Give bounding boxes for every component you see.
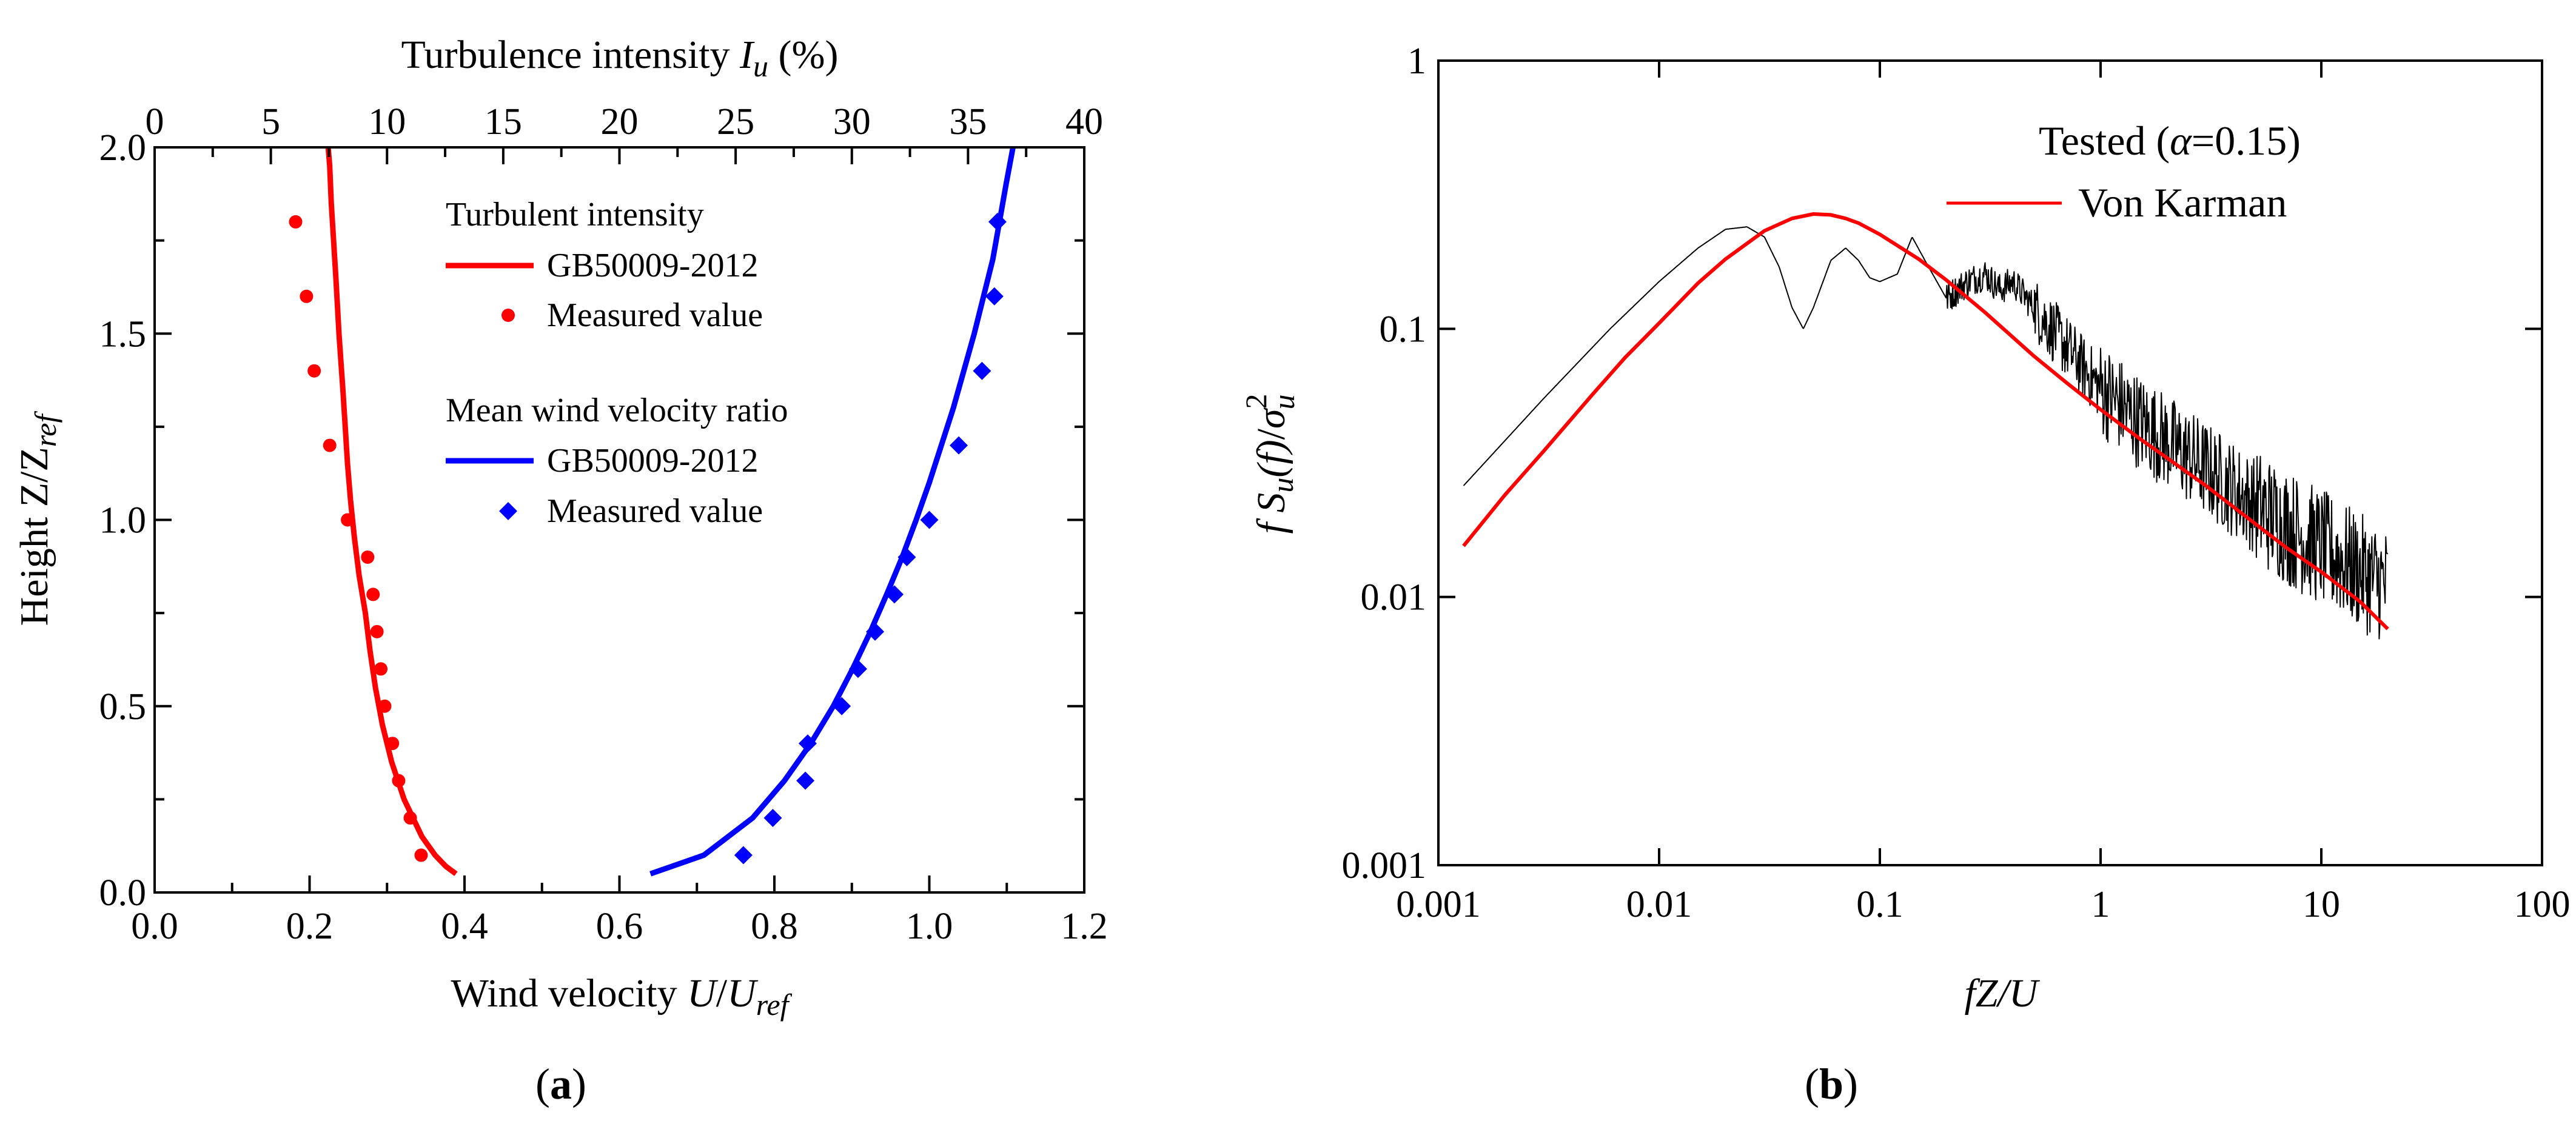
tick-label-bottom-a: 0.6	[596, 906, 643, 947]
tick-label-bottom-a: 0.2	[286, 906, 334, 947]
tick-label-left-a: 1.5	[99, 313, 147, 355]
tick-label-bottom-a: 1.0	[906, 906, 953, 947]
x-axis-title-b: fZ/U	[1964, 971, 2040, 1016]
tick-label-bottom-b: 0.001	[1396, 884, 1481, 925]
bottom-axis-title: Wind velocity U/Uref	[451, 971, 793, 1022]
tick-label-left-a: 2.0	[99, 127, 147, 169]
data-point-circle	[323, 438, 337, 452]
data-point-diamond	[866, 622, 885, 641]
legend-group2-line-label: GB50009-2012	[547, 442, 758, 480]
y-axis-title-a: Height Z/Zref	[12, 410, 62, 626]
data-point-diamond	[897, 547, 916, 566]
data-point-circle	[300, 289, 314, 303]
data-point-circle	[366, 587, 380, 601]
data-point-diamond	[885, 585, 904, 604]
tick-label-bottom-a: 0.4	[441, 906, 488, 947]
legend-red-circle-swatch	[501, 309, 515, 322]
tick-label-left-a: 0.0	[99, 872, 147, 914]
data-point-circle	[403, 811, 417, 825]
tick-label-top-a: 0	[146, 101, 164, 142]
legend-group1-marker-label: Measured value	[547, 296, 763, 334]
panel-label-a: (a)	[535, 1060, 586, 1108]
data-point-diamond	[920, 510, 939, 529]
y-axis-title-b: f Su(f)/σ2u	[1239, 393, 1301, 534]
legend-von-karman-label: Von Karman	[2078, 179, 2287, 226]
data-point-circle	[361, 550, 375, 564]
tick-label-left-b: 0.1	[1380, 309, 1427, 350]
panel-b: 0.001 0.01 0.1 1 10 100 0.001 0.01 0.1 1 fZ/U f S…	[1239, 41, 2571, 1108]
data-point-diamond	[833, 697, 851, 715]
tick-label-top-a: 40	[1065, 101, 1103, 142]
legend-group1-line-label: GB50009-2012	[547, 247, 758, 284]
tick-label-left-b: 1	[1407, 41, 1426, 82]
tick-label-top-a: 25	[717, 101, 754, 142]
data-point-diamond	[950, 436, 968, 455]
data-point-circle	[374, 662, 388, 676]
data-point-circle	[289, 215, 303, 229]
tick-label-bottom-b: 1	[2091, 884, 2110, 925]
tick-label-bottom-b: 0.01	[1626, 884, 1692, 925]
data-point-circle	[386, 737, 400, 751]
legend-group1-title: Turbulent intensity	[446, 196, 704, 233]
legend-group2-marker-label: Measured value	[547, 492, 763, 530]
data-point-circle	[378, 699, 392, 713]
tick-label-bottom-a: 1.2	[1061, 906, 1108, 947]
legend-b: Tested (α=0.15) Von Karman	[1947, 118, 2301, 226]
tick-label-left-b: 0.01	[1361, 577, 1427, 618]
data-point-circle	[392, 774, 406, 788]
series-line	[325, 147, 458, 876]
series-line-von-karman	[1462, 212, 2389, 631]
series-b-1	[1462, 212, 2389, 631]
data-point-diamond	[796, 771, 815, 790]
data-point-diamond	[734, 846, 753, 865]
tick-label-top-a: 35	[949, 101, 987, 142]
tick-label-left-a: 1.0	[99, 500, 147, 541]
series-b-0	[1463, 226, 2389, 640]
tick-label-left-a: 0.5	[99, 686, 147, 728]
data-point-diamond	[973, 361, 991, 380]
data-point-diamond	[985, 287, 1004, 306]
tick-label-top-a: 30	[833, 101, 871, 142]
tick-label-top-a: 20	[601, 101, 639, 142]
panel-label-b: (b)	[1805, 1060, 1858, 1108]
tick-label-top-a: 10	[368, 101, 406, 142]
tick-label-bottom-a: 0.8	[751, 906, 798, 947]
tick-label-top-a: 15	[485, 101, 522, 142]
panel-a: 0.0 0.2 0.4 0.6 0.8 1.0 1.2 0 5 10 15 20 25 30 35 40 0.0…	[12, 33, 1108, 1108]
data-point-circle	[307, 364, 321, 378]
series-line-tested	[1463, 226, 2389, 640]
data-point-circle	[370, 624, 384, 638]
legend-group2-title: Mean wind velocity ratio	[446, 392, 788, 429]
tick-label-bottom-b: 10	[2303, 884, 2340, 925]
series-a-1	[289, 215, 428, 862]
tick-label-bottom-b: 100	[2514, 884, 2571, 925]
legend-tested-label: Tested (α=0.15)	[2039, 118, 2301, 164]
series-a-3	[734, 212, 1007, 865]
tick-label-left-b: 0.001	[1342, 845, 1427, 886]
plot-frame-b	[1437, 59, 2543, 866]
data-point-diamond	[798, 734, 817, 753]
data-point-diamond	[763, 809, 782, 828]
data-point-circle	[414, 848, 428, 862]
data-point-diamond	[988, 212, 1007, 231]
series-a-0	[325, 147, 458, 876]
top-axis-title: Turbulence intensity Iu (%)	[401, 33, 839, 83]
data-point-diamond	[848, 660, 867, 678]
legend-blue-diamond-swatch	[499, 502, 517, 520]
data-point-circle	[341, 513, 355, 527]
legend-a: Turbulent intensity GB50009-2012 Measure…	[446, 196, 788, 530]
tick-label-top-a: 5	[261, 101, 280, 142]
tick-label-bottom-a: 0.0	[131, 906, 178, 947]
tick-label-bottom-b: 0.1	[1856, 884, 1903, 925]
